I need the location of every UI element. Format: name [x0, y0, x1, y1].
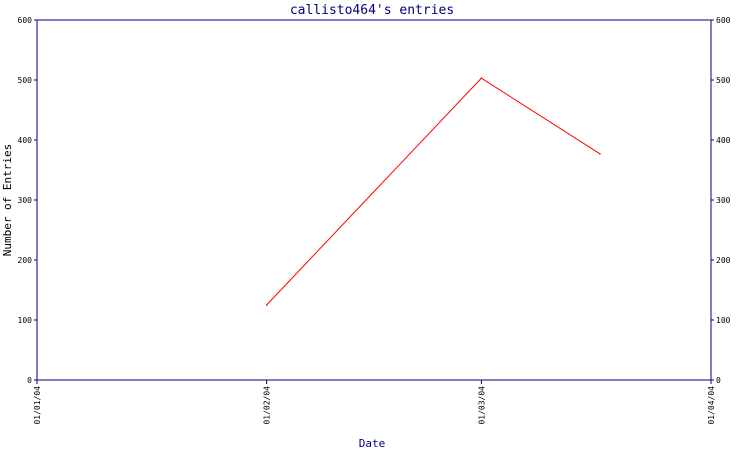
y-tick-label-right: 200	[716, 256, 731, 265]
plot-frame	[36, 19, 712, 381]
data-point	[480, 77, 483, 79]
x-tick-label: 01/03/04	[477, 386, 486, 425]
series-layer	[265, 77, 601, 306]
x-axis-label: Date	[359, 437, 386, 450]
y-tick-label-right: 500	[716, 76, 731, 85]
y-tick-label: 200	[18, 256, 33, 265]
y-axis-left: 0 100 200 300 400 500 600	[18, 16, 37, 385]
data-point	[265, 304, 268, 306]
y-axis-label: Number of Entries	[1, 144, 14, 257]
x-tick-label: 01/02/04	[263, 386, 272, 425]
y-tick-label-right: 400	[716, 136, 731, 145]
x-tick-label: 01/01/04	[33, 386, 42, 425]
y-tick-label-right: 600	[716, 16, 731, 25]
y-tick-label: 300	[18, 196, 33, 205]
y-tick-label: 500	[18, 76, 33, 85]
y-tick-label: 100	[18, 316, 33, 325]
y-tick-label: 400	[18, 136, 33, 145]
y-axis-right: 0 100 200 300 400 500 600	[711, 16, 731, 385]
x-tick-label: 01/04/04	[707, 386, 716, 425]
y-tick-label: 0	[27, 376, 32, 385]
x-axis: 01/01/04 01/02/04 01/03/04 01/04/04	[33, 380, 716, 425]
y-tick-label-right: 300	[716, 196, 731, 205]
data-point	[599, 153, 601, 155]
y-tick-label-right: 100	[716, 316, 731, 325]
y-tick-label-right: 0	[716, 376, 721, 385]
series-line-0	[266, 77, 601, 306]
chart-title: callisto464's entries	[290, 3, 454, 18]
y-tick-label: 600	[18, 16, 33, 25]
